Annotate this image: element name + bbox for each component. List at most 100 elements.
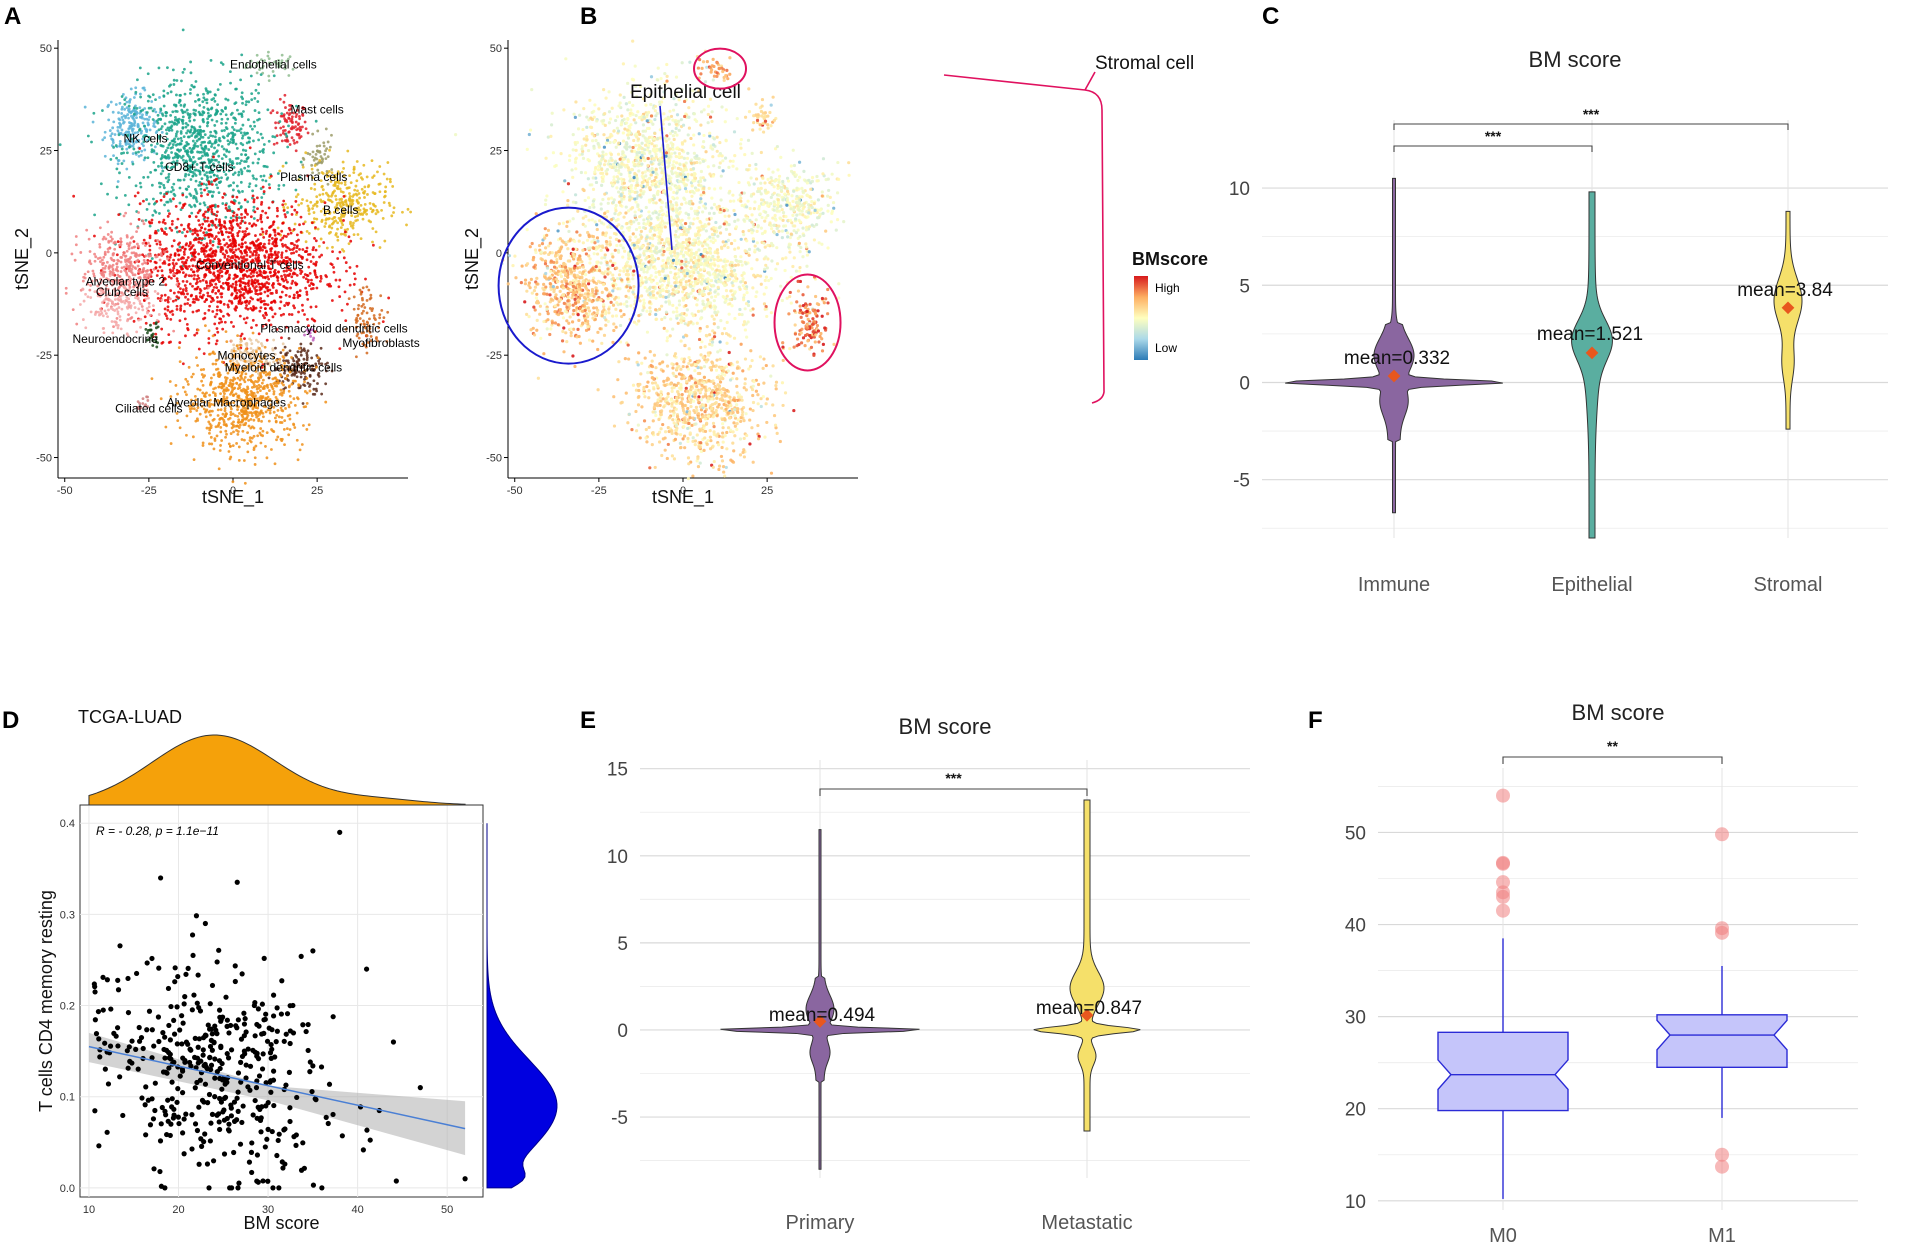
- cell-point: [299, 342, 303, 346]
- cell-point: [288, 55, 292, 59]
- cell-point: [287, 74, 291, 77]
- cell-point: [278, 307, 282, 310]
- cell-point: [241, 230, 245, 234]
- cell-point: [296, 290, 299, 294]
- cell-point: [155, 242, 159, 246]
- cell-point: [319, 346, 323, 350]
- cell-point: [169, 442, 173, 445]
- cell-point: [197, 252, 201, 256]
- cell-point: [143, 156, 147, 160]
- cell-point: [195, 192, 199, 195]
- cell-point: [147, 241, 150, 245]
- cell-point: [263, 275, 267, 279]
- cell-point: [244, 66, 248, 70]
- cell-point: [204, 415, 208, 419]
- cell-point: [244, 241, 247, 245]
- cell-point: [211, 134, 215, 138]
- cell-point: [231, 135, 235, 138]
- cell-point: [288, 295, 292, 298]
- cell-point: [205, 98, 209, 102]
- cell-point: [321, 192, 325, 196]
- cell-point: [216, 204, 220, 208]
- cell-point: [125, 151, 129, 155]
- cell-point: [220, 439, 224, 442]
- cell-point: [358, 208, 362, 212]
- cell-point: [150, 218, 154, 222]
- cell-point: [115, 307, 119, 311]
- cell-point: [168, 198, 172, 201]
- cell-point: [165, 128, 168, 132]
- cell-point: [310, 287, 313, 291]
- cell-point: [270, 237, 274, 240]
- cell-point: [243, 131, 246, 135]
- cell-point: [106, 233, 110, 236]
- cell-point: [275, 206, 279, 210]
- cell-point: [351, 195, 355, 198]
- cell-point: [330, 133, 333, 137]
- cell-point: [277, 282, 280, 286]
- cell-point: [173, 194, 177, 197]
- cell-point: [297, 238, 300, 242]
- cell-point: [704, 150, 708, 154]
- cell-point: [251, 189, 255, 193]
- cell-point: [295, 438, 299, 442]
- cell-point: [184, 286, 188, 290]
- cell-point: [220, 108, 224, 112]
- cell-point: [172, 291, 176, 295]
- cell-point: [260, 299, 264, 303]
- cell-point: [261, 136, 264, 140]
- cell-point: [241, 123, 245, 127]
- cell-point: [267, 74, 271, 78]
- cell-point: [166, 209, 170, 213]
- cell-point: [159, 118, 163, 121]
- cell-point: [170, 309, 174, 313]
- y-tick-label: 50: [40, 43, 52, 55]
- cell-point: [283, 67, 287, 71]
- cell-point: [259, 306, 263, 310]
- cell-point: [245, 131, 249, 135]
- cell-point: [274, 253, 277, 257]
- cell-point: [183, 317, 187, 321]
- cell-point: [253, 109, 257, 112]
- cell-point: [282, 199, 286, 203]
- cell-point: [102, 270, 106, 274]
- cell-point: [211, 310, 215, 313]
- cell-point: [193, 131, 196, 134]
- cell-point: [382, 201, 386, 204]
- cell-point: [287, 313, 291, 316]
- cell-point: [278, 97, 282, 101]
- cell-point: [319, 274, 323, 278]
- cell-point: [242, 296, 246, 300]
- cell-point: [310, 356, 314, 360]
- cell-point: [171, 110, 175, 114]
- cell-point: [240, 438, 244, 441]
- cell-point: [287, 433, 291, 437]
- cell-point: [258, 389, 262, 393]
- cell-point: [93, 252, 96, 256]
- cell-point: [245, 300, 249, 303]
- cell-point: [272, 142, 276, 146]
- cell-point: [211, 334, 215, 338]
- cell-point: [81, 287, 85, 291]
- cell-point: [205, 124, 209, 128]
- cell-point: [238, 314, 242, 318]
- cell-point: [212, 373, 216, 377]
- cell-point: [99, 312, 102, 316]
- cell-point: [272, 74, 276, 78]
- cell-point: [188, 303, 192, 307]
- cell-point: [149, 323, 152, 327]
- cell-point: [200, 194, 203, 198]
- cell-point: [201, 154, 204, 158]
- cell-point: [311, 392, 315, 396]
- cell-point: [224, 412, 228, 415]
- cell-point: [120, 266, 124, 270]
- cell-point: [356, 307, 360, 311]
- cell-point: [251, 331, 255, 335]
- cell-point: [201, 100, 205, 104]
- cell-point: [203, 188, 206, 192]
- cell-point: [343, 230, 347, 234]
- cell-point: [249, 272, 253, 275]
- cell-point: [242, 235, 246, 239]
- cell-point: [157, 66, 161, 70]
- cell-point: [131, 127, 135, 131]
